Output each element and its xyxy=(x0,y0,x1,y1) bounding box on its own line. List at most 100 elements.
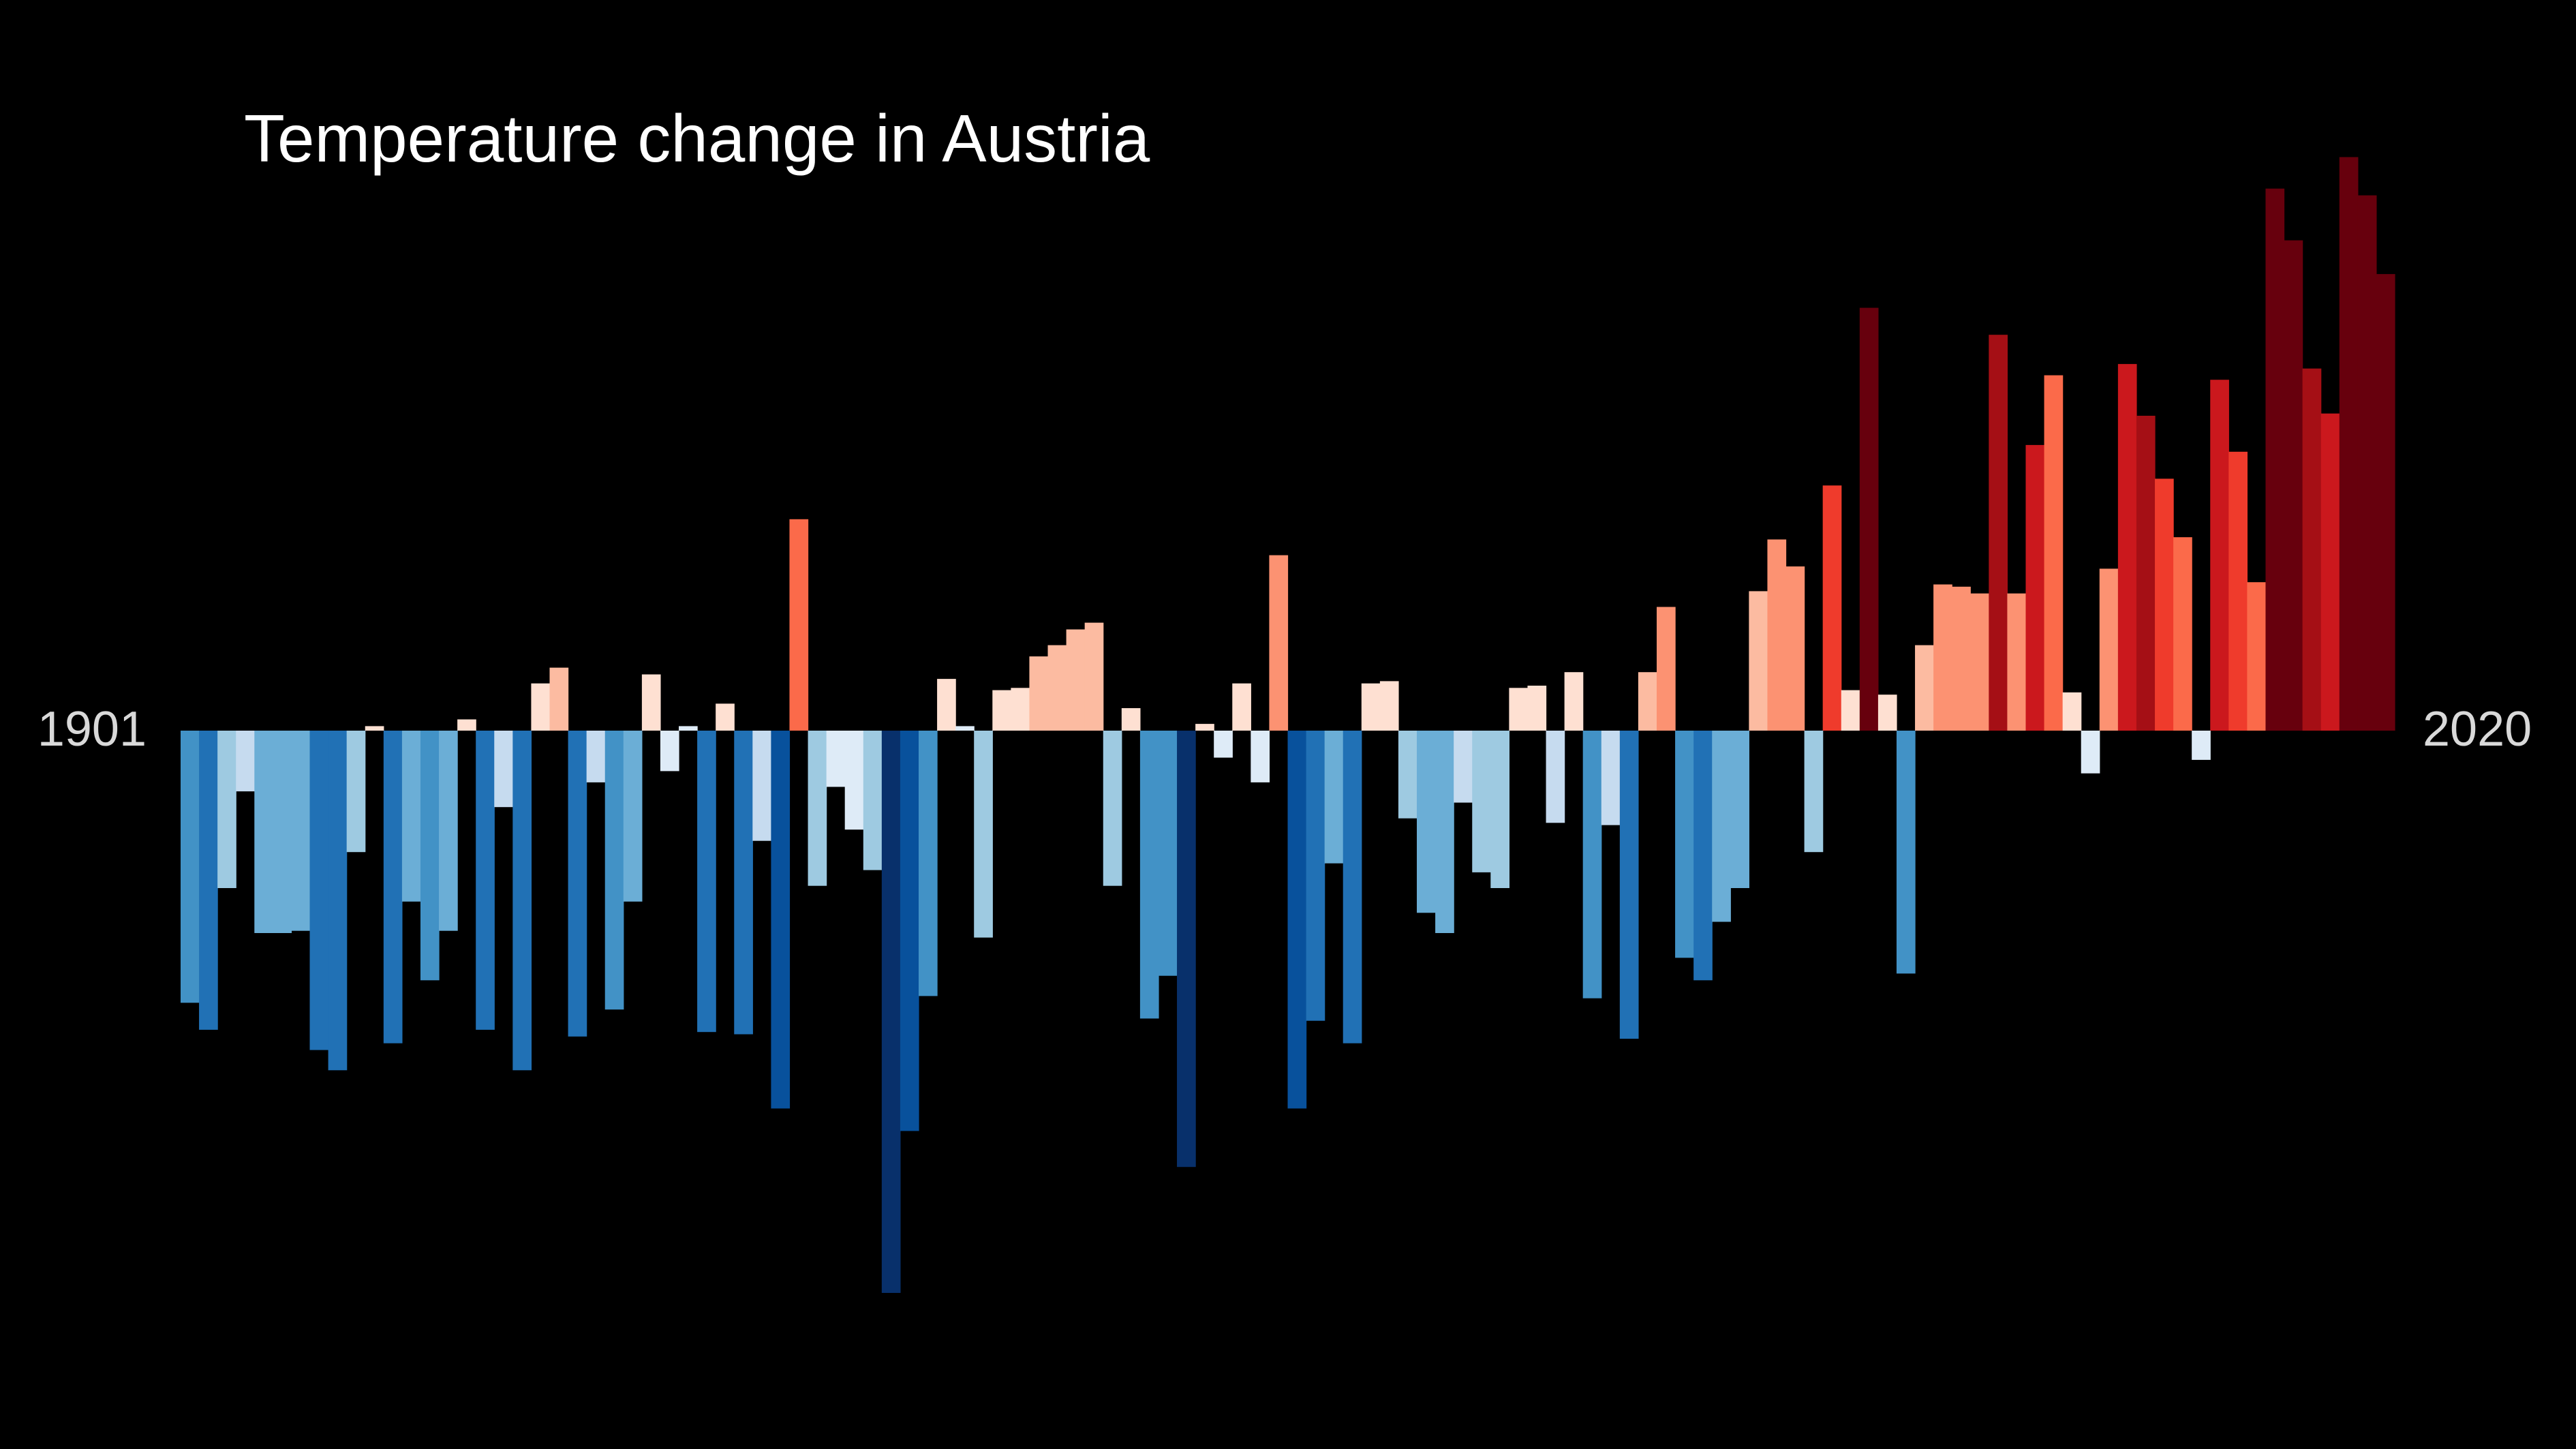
bar-1913 xyxy=(401,731,421,902)
bar-2017 xyxy=(2320,413,2340,731)
bar-1972 xyxy=(1490,731,1509,888)
bar-1982 xyxy=(1675,731,1694,958)
bar-1912 xyxy=(383,731,403,1043)
bar-2011 xyxy=(2210,380,2229,731)
bar-2001 xyxy=(2025,444,2045,731)
bar-1952 xyxy=(1121,708,1141,731)
bar-1938 xyxy=(863,731,883,870)
bar-1998 xyxy=(1970,593,1989,731)
bar-1934 xyxy=(789,519,809,731)
bar-1969 xyxy=(1435,731,1454,933)
bar-1939 xyxy=(881,731,901,1293)
bar-2020 xyxy=(2376,274,2395,731)
start-year-label: 1901 xyxy=(37,702,147,757)
bar-1936 xyxy=(826,731,846,787)
bar-1979 xyxy=(1619,731,1639,1039)
bar-2007 xyxy=(2136,416,2156,731)
bar-1985 xyxy=(1730,731,1749,888)
bar-1976 xyxy=(1564,672,1584,731)
bar-1908 xyxy=(309,731,329,1050)
bar-1932 xyxy=(752,731,771,841)
bar-1942 xyxy=(937,679,956,731)
bar-1971 xyxy=(1472,731,1491,872)
bar-1910 xyxy=(346,731,366,853)
bar-1915 xyxy=(439,731,458,931)
bar-1926 xyxy=(641,674,661,731)
bar-1955 xyxy=(1177,731,1196,1168)
bar-1944 xyxy=(974,731,993,938)
bar-1917 xyxy=(476,731,495,1030)
bar-1901 xyxy=(181,731,200,1003)
bar-1929 xyxy=(697,731,716,1033)
bar-1981 xyxy=(1657,607,1676,731)
bar-2015 xyxy=(2284,240,2303,731)
bar-1961 xyxy=(1287,731,1307,1109)
bar-1992 xyxy=(1859,307,1879,731)
bar-2013 xyxy=(2247,582,2267,731)
bar-1991 xyxy=(1841,690,1860,731)
bar-1983 xyxy=(1693,731,1713,981)
bar-1995 xyxy=(1915,645,1934,731)
bar-2000 xyxy=(2007,593,2027,731)
bar-1990 xyxy=(1822,485,1842,731)
bar-2016 xyxy=(2302,368,2322,731)
bar-1922 xyxy=(568,731,587,1037)
bar-1947 xyxy=(1029,656,1049,731)
bar-1931 xyxy=(734,731,753,1035)
bar-1935 xyxy=(808,731,827,886)
bar-2005 xyxy=(2099,568,2119,731)
bar-1940 xyxy=(900,731,919,1131)
bar-1986 xyxy=(1749,591,1768,731)
bar-1941 xyxy=(919,731,938,996)
bar-1951 xyxy=(1103,731,1122,886)
bar-1956 xyxy=(1195,724,1214,731)
bar-2002 xyxy=(2044,375,2064,731)
bar-1984 xyxy=(1712,731,1731,922)
bar-1923 xyxy=(586,731,606,782)
bar-1999 xyxy=(1989,335,2008,731)
bar-1925 xyxy=(623,731,643,902)
bars-group xyxy=(181,157,2395,1293)
bar-1911 xyxy=(365,726,384,731)
bar-1903 xyxy=(217,731,236,888)
bar-1933 xyxy=(771,731,791,1109)
bar-2018 xyxy=(2339,157,2359,731)
bar-1957 xyxy=(1214,731,1233,758)
bar-1975 xyxy=(1546,731,1565,823)
bar-1904 xyxy=(236,731,255,792)
bar-1978 xyxy=(1601,731,1621,825)
bar-1965 xyxy=(1361,683,1381,731)
bar-1960 xyxy=(1269,555,1289,731)
bar-1937 xyxy=(844,731,864,830)
bar-1946 xyxy=(1011,688,1030,731)
bar-1988 xyxy=(1785,566,1805,731)
bar-1916 xyxy=(457,719,476,731)
bar-1973 xyxy=(1509,688,1529,731)
bar-1962 xyxy=(1306,731,1325,1021)
bar-1930 xyxy=(716,703,735,731)
bar-1989 xyxy=(1804,731,1824,853)
bar-1927 xyxy=(660,731,679,772)
bar-2006 xyxy=(2117,364,2137,731)
bar-1905 xyxy=(254,731,273,933)
bar-1945 xyxy=(992,690,1011,731)
bar-1949 xyxy=(1066,629,1086,731)
bar-1996 xyxy=(1933,584,1952,731)
bar-1943 xyxy=(955,726,975,731)
bar-1970 xyxy=(1454,731,1473,803)
bar-1959 xyxy=(1251,731,1270,782)
bar-1974 xyxy=(1527,686,1547,731)
bar-2003 xyxy=(2062,692,2082,731)
bar-1914 xyxy=(420,731,440,981)
bar-2012 xyxy=(2228,451,2248,731)
bar-1977 xyxy=(1582,731,1602,998)
bar-1948 xyxy=(1047,645,1067,731)
bar-1964 xyxy=(1343,731,1362,1043)
bar-1963 xyxy=(1324,731,1344,864)
bar-2008 xyxy=(2155,478,2174,731)
bar-1950 xyxy=(1084,622,1104,731)
bar-1987 xyxy=(1767,539,1787,731)
bar-1906 xyxy=(273,731,292,933)
bar-1980 xyxy=(1638,672,1657,731)
